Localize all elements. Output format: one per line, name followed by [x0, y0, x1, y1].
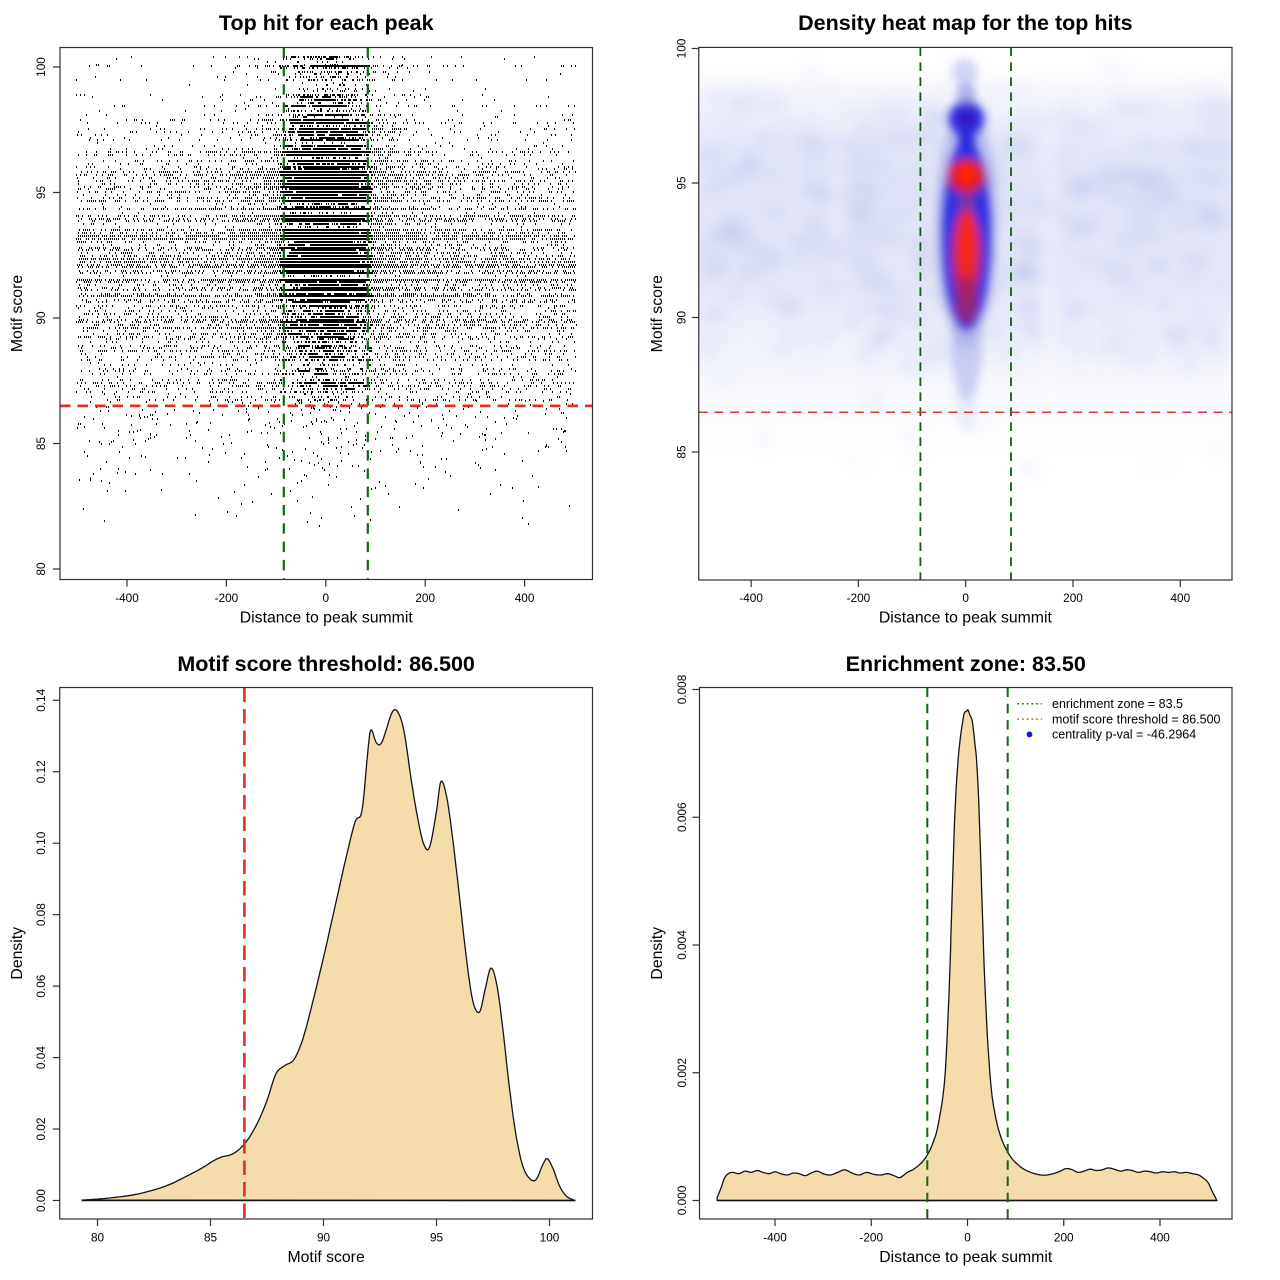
svg-text:80: 80	[34, 562, 48, 576]
svg-text:0.14: 0.14	[34, 688, 48, 711]
svg-text:85: 85	[204, 1230, 218, 1244]
svg-text:enrichment zone = 83.5: enrichment zone = 83.5	[1052, 697, 1183, 711]
svg-text:90: 90	[317, 1230, 331, 1244]
svg-text:0.004: 0.004	[675, 930, 689, 960]
svg-text:400: 400	[515, 591, 535, 605]
svg-text:100: 100	[674, 38, 688, 58]
svg-text:-200: -200	[215, 591, 239, 605]
svg-text:0.006: 0.006	[675, 802, 689, 832]
svg-text:95: 95	[34, 186, 48, 200]
svg-text:85: 85	[34, 437, 48, 451]
svg-text:200: 200	[1054, 1230, 1074, 1244]
svg-text:0.000: 0.000	[675, 1185, 689, 1215]
svg-text:95: 95	[430, 1230, 444, 1244]
svg-text:0.06: 0.06	[34, 974, 48, 997]
svg-text:Density: Density	[9, 927, 26, 980]
svg-text:80: 80	[91, 1230, 105, 1244]
svg-text:85: 85	[674, 445, 688, 459]
svg-text:0.008: 0.008	[675, 674, 689, 704]
svg-text:-400: -400	[739, 591, 763, 605]
svg-text:200: 200	[1063, 591, 1083, 605]
svg-text:Motif score: Motif score	[9, 275, 26, 352]
svg-text:Motif score: Motif score	[287, 1249, 364, 1266]
svg-text:0.02: 0.02	[34, 1118, 48, 1141]
svg-text:Distance to peak summit: Distance to peak summit	[240, 610, 414, 627]
svg-text:90: 90	[674, 311, 688, 325]
svg-text:Motif score threshold: 86.500: Motif score threshold: 86.500	[177, 652, 475, 676]
svg-text:centrality p-val = -46.2964: centrality p-val = -46.2964	[1052, 728, 1196, 742]
svg-text:95: 95	[674, 176, 688, 190]
svg-text:motif score threshold = 86.500: motif score threshold = 86.500	[1052, 712, 1221, 726]
svg-text:400: 400	[1170, 591, 1190, 605]
svg-text:0.04: 0.04	[34, 1046, 48, 1069]
svg-text:0: 0	[964, 1230, 971, 1244]
svg-text:400: 400	[1150, 1230, 1170, 1244]
svg-text:200: 200	[415, 591, 435, 605]
svg-text:Motif score: Motif score	[649, 275, 666, 352]
svg-text:0.08: 0.08	[34, 903, 48, 926]
svg-text:100: 100	[34, 57, 48, 77]
svg-text:0.12: 0.12	[34, 760, 48, 783]
svg-text:0.10: 0.10	[34, 831, 48, 854]
svg-text:0: 0	[323, 591, 330, 605]
svg-text:-400: -400	[763, 1230, 787, 1244]
svg-text:-200: -200	[847, 591, 871, 605]
svg-text:Density: Density	[649, 927, 666, 980]
svg-text:Density heat map for the top h: Density heat map for the top hits	[798, 11, 1133, 35]
svg-text:Distance to peak summit: Distance to peak summit	[879, 610, 1053, 627]
svg-text:Top hit for each peak: Top hit for each peak	[219, 11, 434, 35]
svg-text:Enrichment zone: 83.50: Enrichment zone: 83.50	[846, 652, 1086, 676]
svg-text:Distance to peak summit: Distance to peak summit	[879, 1249, 1053, 1266]
svg-text:100: 100	[540, 1230, 560, 1244]
svg-text:90: 90	[34, 311, 48, 325]
svg-text:-400: -400	[115, 591, 139, 605]
svg-text:-200: -200	[859, 1230, 883, 1244]
svg-text:0: 0	[962, 591, 969, 605]
svg-text:0.002: 0.002	[675, 1058, 689, 1088]
svg-text:0.00: 0.00	[34, 1189, 48, 1212]
